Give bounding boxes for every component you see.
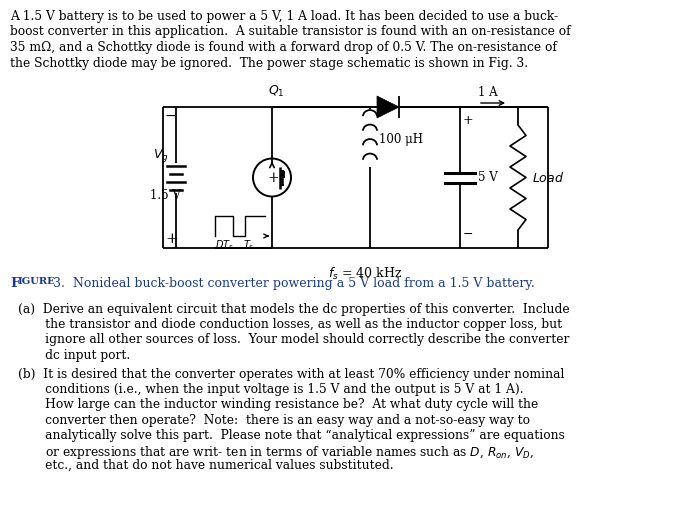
Text: analytically solve this part.  Please note that “analytical expressions” are equ: analytically solve this part. Please not…	[18, 429, 565, 442]
Text: converter then operate?  Note:  there is an easy way and a not-so-easy way to: converter then operate? Note: there is a…	[18, 413, 530, 427]
Text: (b)  It is desired that the converter operates with at least 70% efficiency unde: (b) It is desired that the converter ope…	[18, 368, 565, 381]
Text: IGURE: IGURE	[17, 277, 55, 286]
Text: the transistor and diode conduction losses, as well as the inductor copper loss,: the transistor and diode conduction loss…	[18, 318, 562, 331]
Text: etc., and that do not have numerical values substituted.: etc., and that do not have numerical val…	[18, 459, 394, 472]
Text: $f_s$ = 40 kHz: $f_s$ = 40 kHz	[329, 266, 403, 282]
Text: −: −	[165, 109, 176, 123]
Text: the Schottky diode may be ignored.  The power stage schematic is shown in Fig. 3: the Schottky diode may be ignored. The p…	[10, 57, 528, 69]
Text: or expressions that are writ- ten in terms of variable names such as $D$, $R_{on: or expressions that are writ- ten in ter…	[18, 444, 534, 461]
Text: (a)  Derive an equivalent circuit that models the dc properties of this converte: (a) Derive an equivalent circuit that mo…	[18, 303, 570, 316]
Text: A 1.5 V battery is to be used to power a 5 V, 1 A load. It has been decided to u: A 1.5 V battery is to be used to power a…	[10, 10, 558, 23]
Text: +: +	[267, 171, 279, 184]
Text: 3.  Nonideal buck-boost converter powering a 5 V load from a 1.5 V battery.: 3. Nonideal buck-boost converter powerin…	[53, 277, 535, 290]
Text: $DT_s$: $DT_s$	[215, 238, 233, 252]
Text: +: +	[165, 232, 178, 246]
Text: $V_g$: $V_g$	[153, 147, 169, 164]
Text: $Load$: $Load$	[532, 171, 564, 184]
Text: +: +	[463, 114, 473, 128]
Text: 1.5 V: 1.5 V	[150, 189, 181, 202]
Polygon shape	[377, 96, 399, 118]
Text: F: F	[10, 277, 19, 290]
Text: How large can the inductor winding resistance be?  At what duty cycle will the: How large can the inductor winding resis…	[18, 399, 538, 411]
Text: $T_s$: $T_s$	[244, 238, 255, 252]
Text: dc input port.: dc input port.	[18, 349, 130, 361]
Text: 1 A: 1 A	[478, 86, 498, 99]
Text: boost converter in this application.  A suitable transistor is found with an on-: boost converter in this application. A s…	[10, 25, 571, 39]
Text: $Q_1$: $Q_1$	[268, 84, 284, 99]
Text: 5 V: 5 V	[478, 171, 498, 184]
Text: conditions (i.e., when the input voltage is 1.5 V and the output is 5 V at 1 A).: conditions (i.e., when the input voltage…	[18, 383, 524, 396]
Text: −: −	[463, 227, 473, 241]
Text: ignore all other sources of loss.  Your model should correctly describe the conv: ignore all other sources of loss. Your m…	[18, 333, 570, 347]
Text: 100 μH: 100 μH	[379, 132, 423, 146]
Text: 35 mΩ, and a Schottky diode is found with a forward drop of 0.5 V. The on-resist: 35 mΩ, and a Schottky diode is found wit…	[10, 41, 557, 54]
